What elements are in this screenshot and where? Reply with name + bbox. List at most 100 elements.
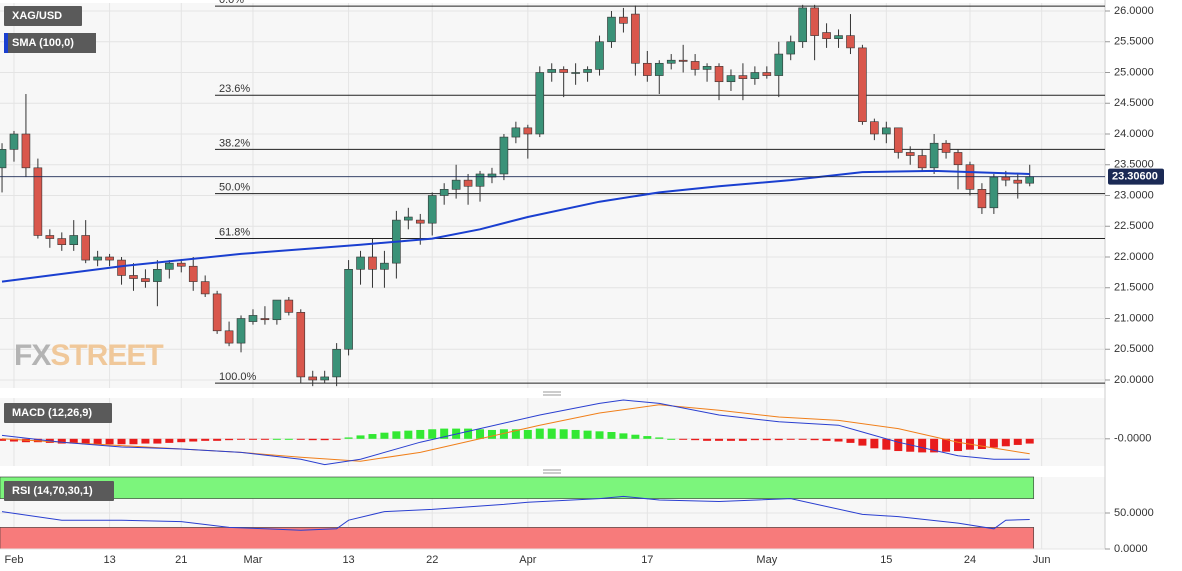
macd-line [1, 399, 1030, 466]
macd-bar [416, 429, 425, 439]
y-tick-label: 20.5000 [1114, 343, 1154, 355]
candle-body [726, 75, 736, 83]
macd-bar [1013, 438, 1022, 445]
macd-bar [607, 432, 616, 439]
fib-label: 0.0% [219, 0, 244, 6]
macd-bar [882, 438, 891, 450]
macd-bar [643, 436, 652, 439]
candle-body [917, 155, 927, 169]
y-tick-label: 20.0000 [1114, 374, 1154, 386]
candle-body [941, 142, 951, 153]
x-tick-label: Feb [4, 554, 23, 566]
macd-bar [894, 438, 903, 452]
macd-bar [189, 438, 198, 442]
panel-handle[interactable] [543, 391, 561, 396]
y-tick-label: 22.5000 [1114, 220, 1154, 232]
macd-bar [858, 438, 867, 446]
candle-body [272, 299, 282, 321]
y-tick-label: 23.5000 [1114, 159, 1154, 171]
candle-body [165, 262, 174, 270]
candle-body [977, 189, 987, 209]
overbought-zone [0, 476, 1035, 499]
candle-body [989, 176, 999, 209]
legend-label: XAG/USD [12, 10, 62, 22]
fib-label: 61.8% [219, 226, 250, 238]
candle-body [57, 238, 67, 246]
candle-body [141, 278, 150, 282]
candle-body [284, 299, 294, 313]
candle-body [153, 269, 162, 282]
candle-body [332, 348, 341, 378]
legend-item: MACD (12,26,9) [4, 403, 112, 423]
macd-bar [595, 431, 604, 439]
macd-bar [798, 438, 807, 440]
candle-body [212, 293, 222, 332]
candle-body [535, 72, 545, 135]
candle-body [320, 376, 329, 381]
macd-bar [368, 434, 377, 439]
y-tick-label: 25.5000 [1114, 36, 1154, 48]
y-tick-label: 24.5000 [1114, 97, 1154, 109]
legend-box [4, 403, 112, 423]
candle-body [523, 127, 533, 135]
candle-body [929, 142, 939, 169]
macd-bar [272, 438, 281, 440]
candle-body [463, 179, 473, 187]
candle-body [439, 189, 449, 196]
macd-bar [201, 438, 210, 441]
candle-body [129, 275, 138, 279]
macd-bar [105, 438, 114, 445]
macd-bar [464, 428, 473, 439]
candle-body [571, 72, 580, 74]
panel-handle[interactable] [543, 469, 561, 474]
candle-body [1001, 176, 1011, 181]
macd-bar [1025, 438, 1034, 444]
legend-label: RSI (14,70,30,1) [12, 485, 93, 497]
macd-bar [977, 438, 986, 449]
x-tick-label: 17 [641, 554, 653, 566]
candle-body [224, 330, 234, 344]
macd-bar [619, 433, 628, 439]
macd-bar [691, 438, 700, 441]
macd-bar [308, 438, 317, 441]
legend-label: SMA (100,0) [12, 37, 74, 49]
candle-body [702, 66, 712, 70]
candle-body [69, 235, 79, 246]
x-tick-label: 15 [880, 554, 892, 566]
last-price-label: 23.30600 [1112, 171, 1158, 183]
candle-body [786, 41, 796, 55]
sma-line [1, 169, 1030, 283]
macd-bar [153, 438, 162, 444]
candle-body [654, 62, 664, 76]
candle-body [511, 127, 521, 138]
candle-body [200, 281, 210, 295]
macd-bar [332, 438, 341, 440]
macd-bar [870, 438, 879, 449]
candle-body [499, 136, 509, 175]
macd-bar [571, 429, 580, 439]
fib-label: 100.0% [219, 371, 257, 383]
macd-bar [942, 438, 951, 452]
y-tick-label: 22.0000 [1114, 251, 1154, 263]
y-tick-label: 50.0000 [1114, 507, 1154, 519]
macd-bar [248, 438, 257, 440]
candle-body [738, 75, 748, 79]
macd-bar [57, 438, 66, 444]
candle-body [81, 235, 90, 261]
legend-box [4, 6, 82, 26]
candle-body [1025, 176, 1035, 184]
candle-body [870, 121, 879, 135]
macd-bar [284, 438, 293, 440]
fib-label: 50.0% [219, 182, 250, 194]
y-tick-label: 21.5000 [1114, 282, 1154, 294]
macd-bar [9, 438, 18, 442]
candle-body [21, 133, 31, 169]
candle-body [296, 312, 306, 378]
macd-bar [499, 429, 508, 439]
x-tick-label: 13 [103, 554, 115, 566]
candle-body [427, 195, 437, 224]
macd-bar [738, 438, 747, 441]
candle-body [344, 269, 353, 350]
macd-bar [918, 438, 927, 453]
macd-bar [177, 438, 186, 443]
